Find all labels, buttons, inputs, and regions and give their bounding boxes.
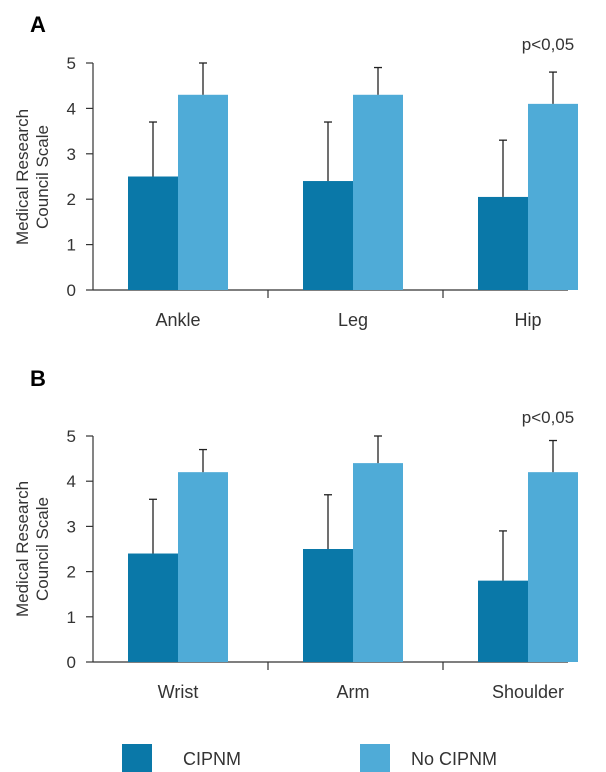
significance-annotation: p<0,05 [522, 35, 574, 54]
x-category-label: Ankle [155, 310, 200, 330]
legend-label-no-cipnm: No CIPNM [411, 749, 497, 769]
bar-no-cipnm [178, 472, 228, 662]
x-category-label: Shoulder [492, 682, 564, 702]
y-tick-label: 3 [67, 145, 76, 164]
y-axis-label: Medical ResearchCouncil Scale [13, 481, 52, 617]
bar-cipnm [128, 553, 178, 662]
bar-no-cipnm [528, 472, 578, 662]
x-category-label: Leg [338, 310, 368, 330]
y-tick-label: 0 [67, 281, 76, 300]
bar-no-cipnm [353, 463, 403, 662]
chart-panel-a: A Medical ResearchCouncil Scale 0 1 2 3 4 5 Ankl… [13, 12, 578, 330]
y-axis-label-line: Council Scale [33, 497, 52, 601]
bar-cipnm [478, 196, 528, 290]
y-tick-label: 1 [67, 236, 76, 255]
y-tick-label: 2 [67, 190, 76, 209]
bar-cipnm [478, 580, 528, 662]
y-tick-label: 2 [67, 563, 76, 582]
x-category-label: Wrist [158, 682, 199, 702]
bar-cipnm [303, 181, 353, 290]
y-tick-label: 0 [67, 653, 76, 672]
bar-cipnm [128, 176, 178, 290]
y-tick-label: 1 [67, 608, 76, 627]
legend-swatch-cipnm [122, 744, 152, 772]
y-tick-label: 3 [67, 517, 76, 536]
x-category-label: Hip [514, 310, 541, 330]
legend-swatch-no-cipnm [360, 744, 390, 772]
y-axis-label-line: Medical Research [13, 481, 32, 617]
bar-no-cipnm [353, 94, 403, 290]
y-tick-label: 4 [67, 99, 76, 118]
y-tick-label: 5 [67, 54, 76, 73]
bar-no-cipnm [178, 94, 228, 290]
x-category-label: Arm [337, 682, 370, 702]
y-axis-label: Medical ResearchCouncil Scale [13, 109, 52, 245]
panel-letter: B [30, 366, 46, 391]
y-tick-label: 5 [67, 427, 76, 446]
bar-cipnm [303, 549, 353, 662]
significance-annotation: p<0,05 [522, 408, 574, 427]
panel-letter: A [30, 12, 46, 37]
legend: CIPNM No CIPNM [122, 744, 497, 772]
y-tick-label: 4 [67, 472, 76, 491]
legend-label-cipnm: CIPNM [183, 749, 241, 769]
y-axis-label-line: Medical Research [13, 109, 32, 245]
y-axis-label-line: Council Scale [33, 125, 52, 229]
bar-no-cipnm [528, 103, 578, 290]
chart-panel-b: B Medical ResearchCouncil Scale 0 1 2 3 4 5 Wris… [13, 366, 578, 702]
